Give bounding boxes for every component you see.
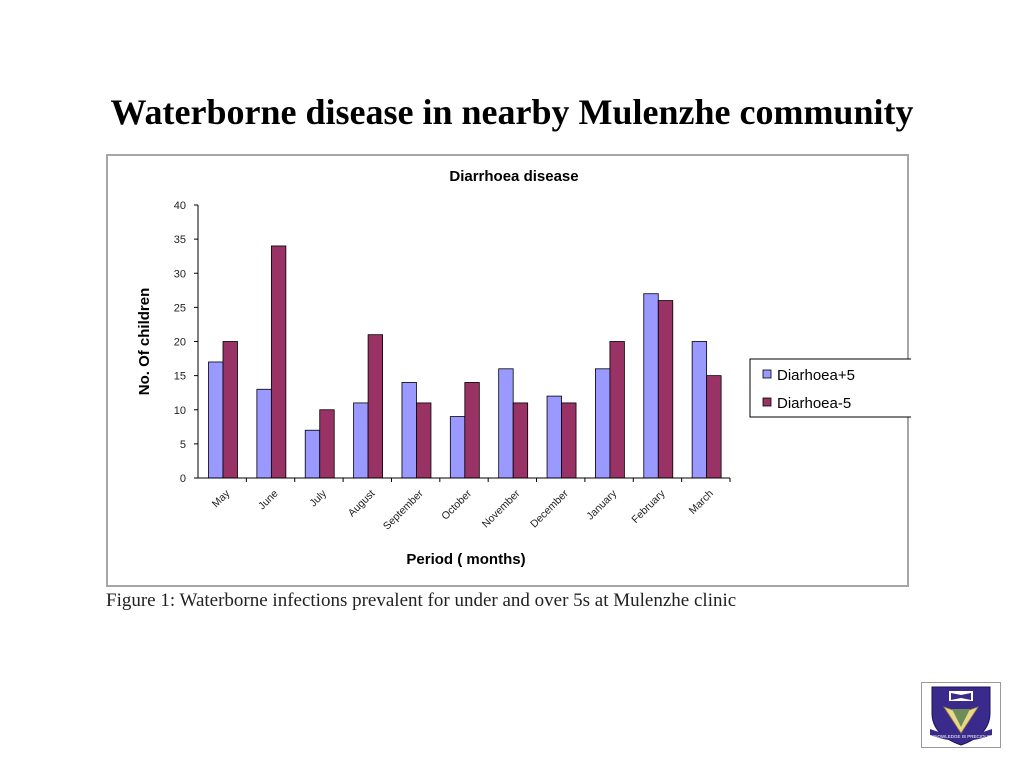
x-tick-label: September [381,487,426,532]
x-tick-label: February [629,487,668,526]
y-axis-label: No. Of children [136,288,153,396]
x-tick-label: May [210,487,233,510]
x-tick-label: June [256,488,281,513]
bar-january-series-2 [609,341,625,479]
legend-label-1: Diarhoea+5 [777,367,855,384]
bar-june-series-1 [256,388,272,479]
x-tick-label: November [480,487,523,530]
y-tick-label: 0 [180,473,186,485]
bar-may-series-1 [208,361,224,479]
y-tick-label: 15 [174,371,186,383]
bar-march-series-2 [706,375,722,479]
bar-august-series-1 [353,402,369,479]
legend-swatch-2 [762,397,772,407]
x-tick-label: March [687,488,716,517]
bar-december-series-1 [546,395,562,479]
slide-title-container: Waterborne disease in nearby Mulenzhe co… [0,0,1024,156]
bar-june-series-2 [270,245,287,479]
university-logo: KNOWLEDGE IS PRECIOUS [921,682,1001,748]
x-tick-label: July [307,487,329,509]
bar-september-series-2 [416,402,432,479]
legend-box [749,358,911,418]
bar-august-series-2 [367,334,383,479]
y-tick-label: 40 [174,200,186,212]
bar-october-series-1 [449,416,466,479]
x-tick-label: January [584,487,619,522]
chart-title: Diarrhoea disease [449,168,578,185]
bar-july-series-2 [319,409,335,479]
y-tick-label: 10 [174,405,186,417]
bar-january-series-1 [595,368,611,479]
legend-label-2: Diarhoea-5 [777,395,851,412]
bar-march-series-1 [691,341,708,479]
y-tick-label: 35 [174,234,186,246]
x-axis-label: Period ( months) [406,551,525,568]
bar-may-series-2 [222,341,238,479]
bar-february-series-1 [643,293,659,479]
diarrhoea-bar-chart: Diarrhoea disease No. Of children Period… [136,168,911,568]
logo-motto: KNOWLEDGE IS PRECIOUS [931,734,991,739]
chart-legend: Diarhoea+5 Diarhoea-5 [749,358,911,418]
x-tick-label: December [528,487,571,530]
y-tick-label: 30 [174,268,186,280]
plot-area: 0 5 10 15 20 25 30 35 40 May June July August Septemb… [174,200,731,532]
legend-swatch-1 [762,369,772,379]
figure-caption: Figure 1: Waterborne infections prevalen… [106,590,737,611]
bar-february-series-2 [657,300,674,479]
bar-december-series-2 [561,402,577,479]
bar-november-series-1 [498,368,514,479]
y-tick-label: 20 [174,337,186,349]
x-tick-label: October [439,487,474,522]
x-tick-label: August [346,488,378,520]
bar-july-series-1 [304,429,321,479]
crest-icon: KNOWLEDGE IS PRECIOUS [930,686,992,746]
y-tick-label: 5 [180,439,186,451]
bar-october-series-2 [464,382,480,479]
slide-title: Waterborne disease in nearby Mulenzhe co… [110,92,914,132]
chart-figure: Diarrhoea disease No. Of children Period… [106,154,911,587]
bar-november-series-2 [512,402,529,479]
bar-september-series-1 [401,382,417,479]
y-tick-label: 25 [174,302,186,314]
